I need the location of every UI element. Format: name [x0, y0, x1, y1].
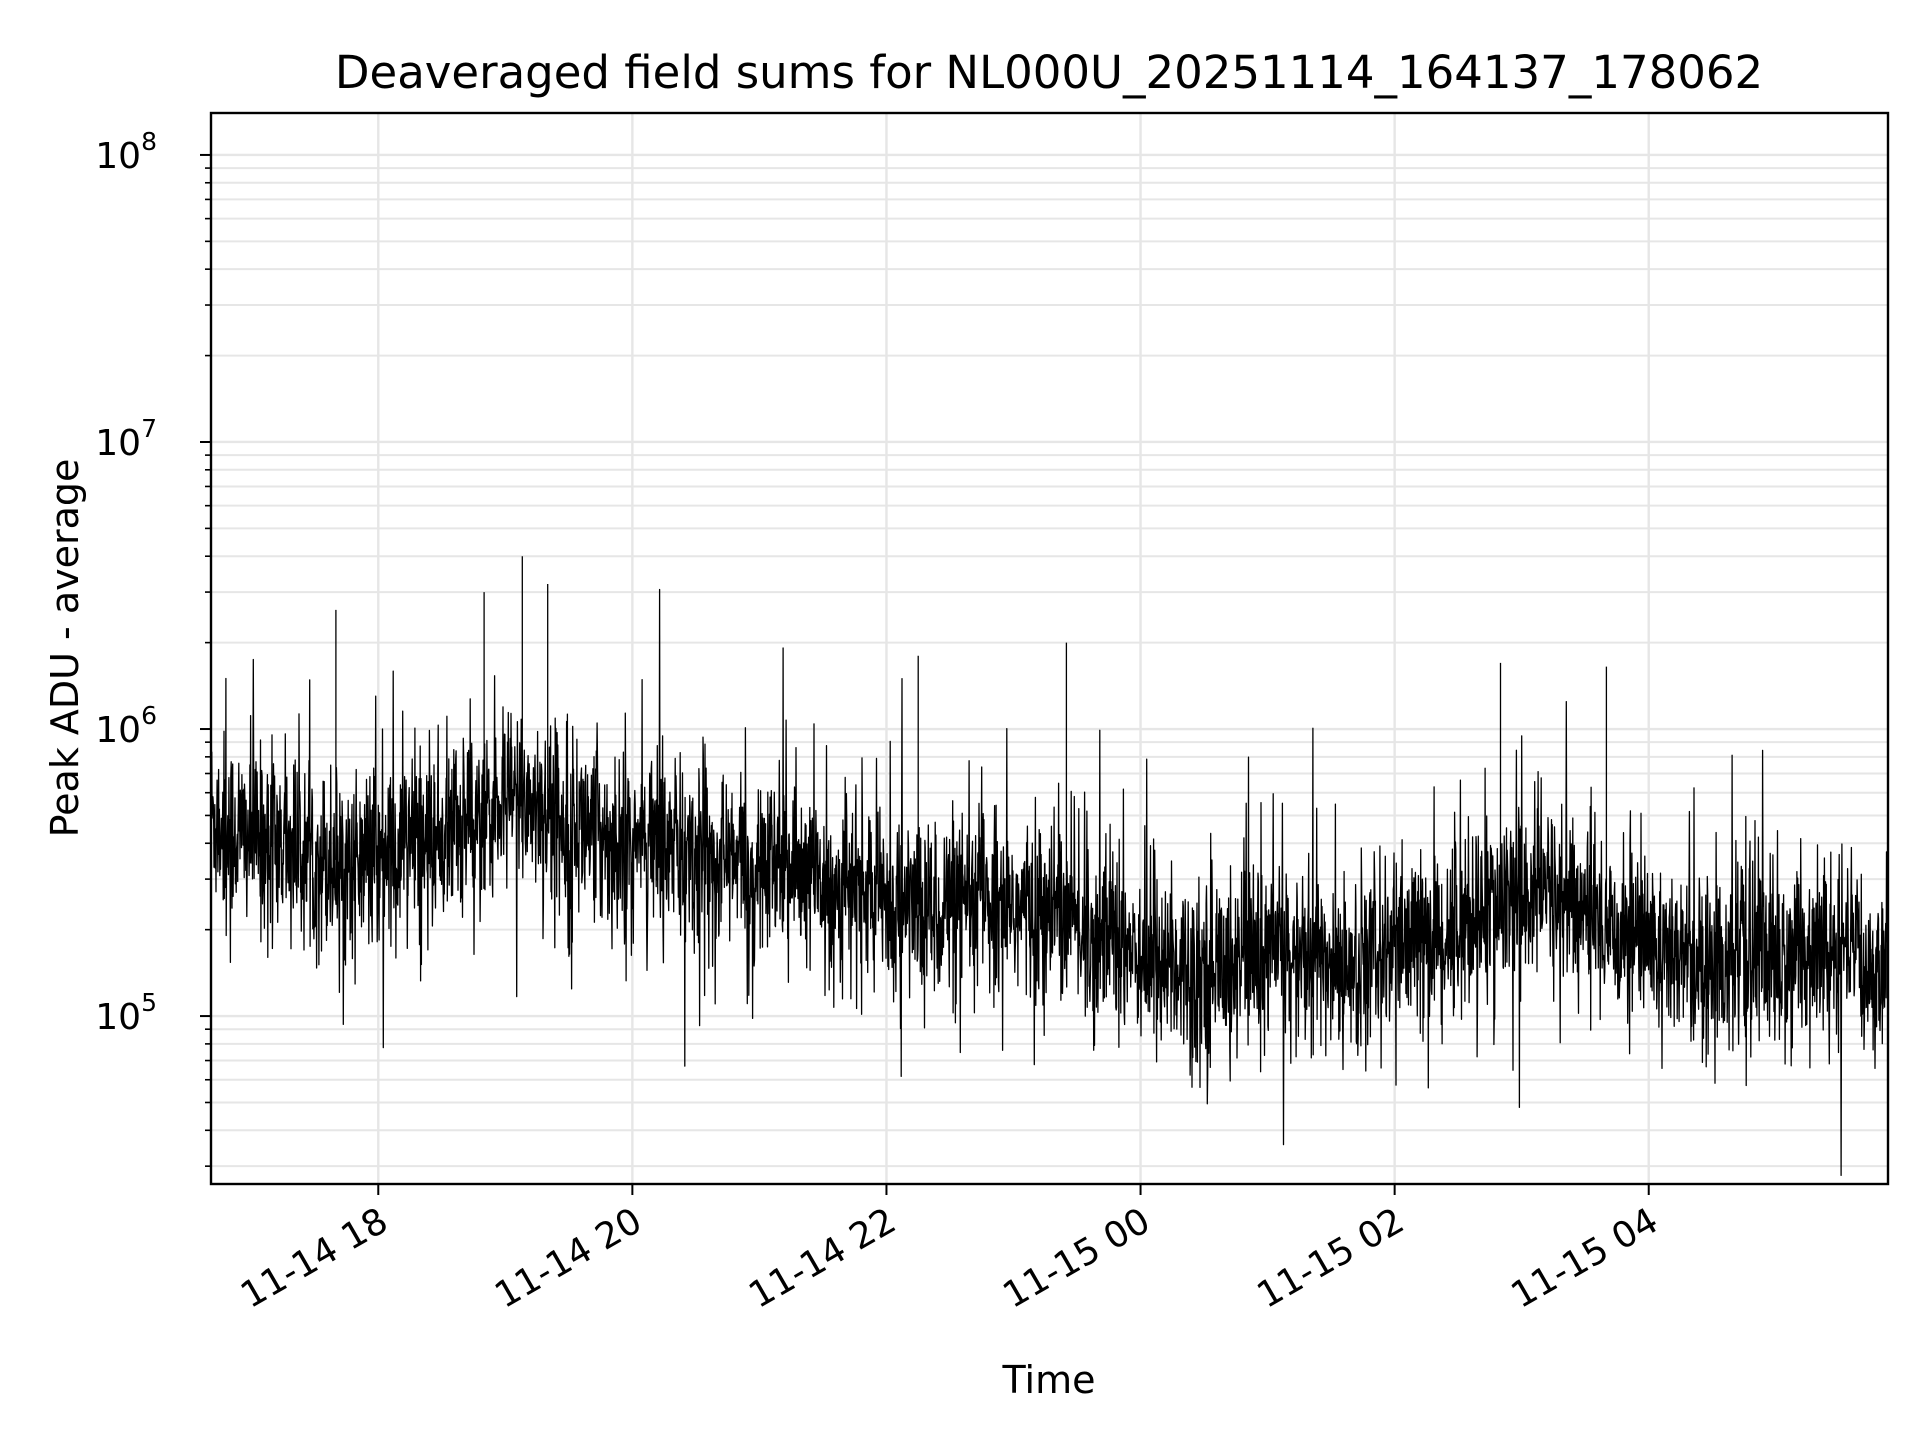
chart-title: Deaveraged field sums for NL000U_2025111… — [335, 46, 1763, 99]
y-tick-label: 107 — [95, 414, 157, 464]
y-tick-label: 106 — [95, 701, 157, 751]
y-tick-exponent: 6 — [141, 701, 157, 730]
series-line — [210, 556, 1889, 1177]
axes-frame — [209, 111, 1890, 1186]
y-tick-label: 105 — [95, 988, 157, 1038]
data-series — [210, 556, 1889, 1177]
y-tick-base: 10 — [95, 997, 141, 1038]
y-tick-base: 10 — [95, 423, 141, 464]
y-tick-base: 10 — [95, 710, 141, 751]
y-tick-exponent: 7 — [141, 414, 157, 443]
y-tick-base: 10 — [95, 136, 141, 177]
y-tick-exponent: 5 — [141, 988, 157, 1017]
y-axis-label: Peak ADU - average — [43, 459, 87, 838]
y-tick-label: 108 — [95, 127, 157, 177]
x-axis-label: Time — [1002, 1358, 1096, 1402]
y-tick-exponent: 8 — [141, 127, 157, 156]
